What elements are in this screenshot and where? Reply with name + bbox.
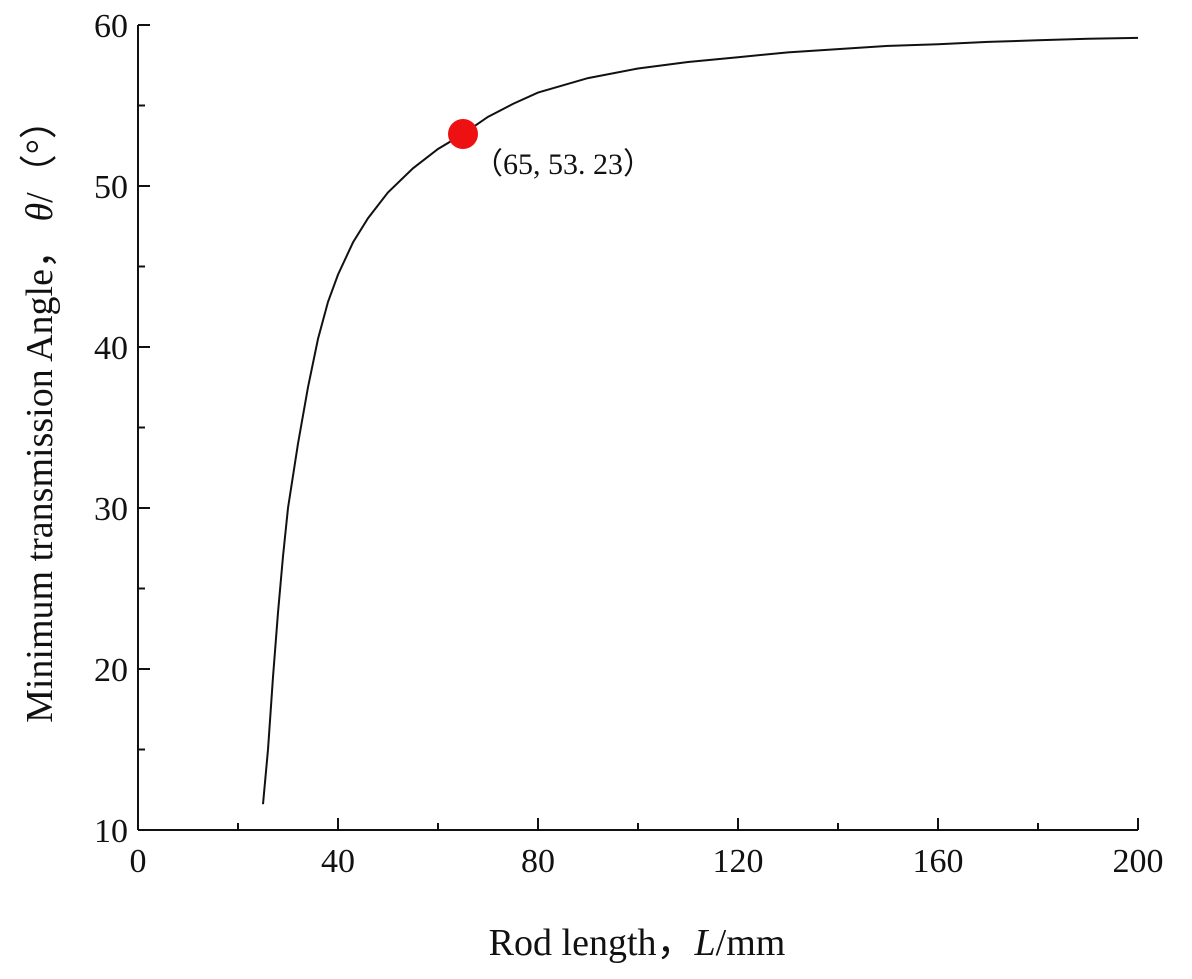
series-line — [262, 36, 1139, 805]
y-axis-label-var: θ — [19, 203, 61, 222]
axes — [137, 25, 1138, 831]
x-tick-label: 120 — [713, 843, 764, 880]
y-tick-label: 20 — [94, 652, 128, 689]
x-axis-label-var: L — [694, 922, 716, 964]
x-tick-label: 0 — [130, 843, 147, 880]
y-tick-label: 60 — [94, 8, 128, 45]
y-tick-label: 30 — [94, 491, 128, 528]
y-tick-label: 10 — [94, 813, 128, 850]
y-ticks: 10 20 30 40 50 60 — [94, 8, 150, 850]
highlight-label: （65, 53. 23） — [473, 148, 653, 181]
y-tick-label: 40 — [94, 330, 128, 367]
y-axis-label-prefix: Minimum transmission Angle， — [19, 222, 61, 723]
x-axis-label-suffix: /mm — [716, 922, 786, 964]
y-tick-label: 50 — [94, 169, 128, 206]
x-tick-label: 80 — [521, 843, 555, 880]
y-axis-label-suffix: /（°） — [19, 101, 61, 203]
highlight-point — [448, 118, 478, 149]
x-tick-label: 200 — [1113, 843, 1164, 880]
y-axis-label: Minimum transmission Angle， θ/（°） — [19, 101, 61, 723]
x-axis-label-prefix: Rod length， — [489, 922, 695, 964]
x-tick-label: 160 — [913, 843, 964, 880]
x-axis-label: Rod length，L/mm — [489, 922, 786, 964]
x-tick-label: 40 — [321, 843, 355, 880]
x-ticks: 0 40 80 120 160 200 — [130, 818, 1164, 880]
